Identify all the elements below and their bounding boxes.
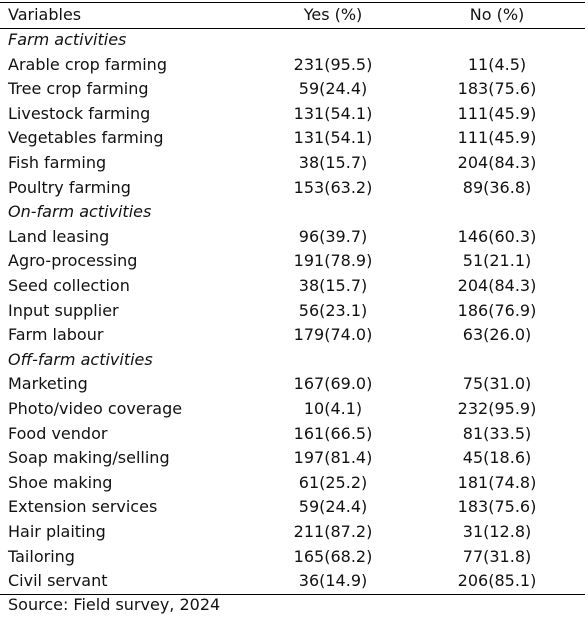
cell: 111(45.9) <box>457 103 537 123</box>
cell: 183(75.6) <box>457 497 537 517</box>
cell: 146(60.3) <box>457 226 537 246</box>
cell: 10(4.1) <box>303 399 363 418</box>
row-label: Marketing <box>8 374 88 394</box>
row-label: Vegetables farming <box>8 128 164 148</box>
section-title: On-farm activities <box>8 202 152 222</box>
cell: 231(95.5) <box>293 54 373 74</box>
row-label: Land leasing <box>8 226 110 246</box>
cell: 36(14.9) <box>298 571 368 591</box>
cell: 96(39.7) <box>298 226 368 246</box>
cell: 165(68.2) <box>293 546 373 566</box>
top-rule <box>0 2 585 3</box>
cell: 161(66.5) <box>293 423 373 443</box>
cell: 204(84.3) <box>457 276 537 295</box>
source-note: Source: Field survey, 2024 <box>8 595 221 614</box>
cell: 167(69.0) <box>293 374 373 394</box>
cell: 111(45.9) <box>457 128 537 148</box>
cell: 191(78.9) <box>293 251 373 271</box>
row-label: Seed collection <box>8 276 130 295</box>
row-label: Fish farming <box>8 153 107 172</box>
row-label: Tailoring <box>8 546 75 566</box>
header-rule <box>0 28 585 29</box>
cell: 81(33.5) <box>462 423 532 443</box>
cell: 197(81.4) <box>293 448 373 468</box>
row-label: Extension services <box>8 497 158 517</box>
header-cell: Yes (%) <box>303 5 363 24</box>
cell: 179(74.0) <box>293 325 373 345</box>
row-label: Food vendor <box>8 423 108 443</box>
cell: 232(95.9) <box>457 399 537 418</box>
cell: 38(15.7) <box>298 153 368 172</box>
cell: 31(12.8) <box>462 522 532 541</box>
cell: 204(84.3) <box>457 153 537 172</box>
section-title: Off-farm activities <box>8 349 153 369</box>
cell: 38(15.7) <box>298 276 368 295</box>
row-label: Tree crop farming <box>8 79 149 99</box>
cell: 211(87.2) <box>293 522 373 541</box>
row-label: Soap making/selling <box>8 448 170 468</box>
row-label: Shoe making <box>8 472 113 492</box>
row-label: Poultry farming <box>8 177 131 197</box>
cell: 63(26.0) <box>462 325 532 345</box>
cell: 186(76.9) <box>457 300 537 320</box>
cell: 183(75.6) <box>457 79 537 99</box>
cell: 131(54.1) <box>293 128 373 148</box>
cell: 181(74.8) <box>457 472 537 492</box>
cell: 59(24.4) <box>298 79 368 99</box>
row-label: Civil servant <box>8 571 108 591</box>
row-label: Arable crop farming <box>8 54 167 74</box>
row-label: Photo/video coverage <box>8 399 183 418</box>
header-cell: No (%) <box>469 5 525 24</box>
cell: 45(18.6) <box>462 448 532 468</box>
row-label: Hair plaiting <box>8 522 106 541</box>
cell: 89(36.8) <box>462 177 532 197</box>
cell: 51(21.1) <box>462 251 532 271</box>
cell: 59(24.4) <box>298 497 368 517</box>
section-title: Farm activities <box>8 30 127 49</box>
row-label: Input supplier <box>8 300 119 320</box>
cell: 153(63.2) <box>293 177 373 197</box>
bottom-rule <box>0 594 585 595</box>
row-label: Livestock farming <box>8 103 151 123</box>
row-label: Agro-processing <box>8 251 138 271</box>
row-label: Farm labour <box>8 325 104 345</box>
cell: 61(25.2) <box>298 472 368 492</box>
cell: 206(85.1) <box>457 571 537 591</box>
cell: 131(54.1) <box>293 103 373 123</box>
cell: 56(23.1) <box>298 300 368 320</box>
header-cell: Variables <box>8 5 82 24</box>
cell: 77(31.8) <box>462 546 532 566</box>
cell: 11(4.5) <box>467 54 527 74</box>
cell: 75(31.0) <box>462 374 532 394</box>
